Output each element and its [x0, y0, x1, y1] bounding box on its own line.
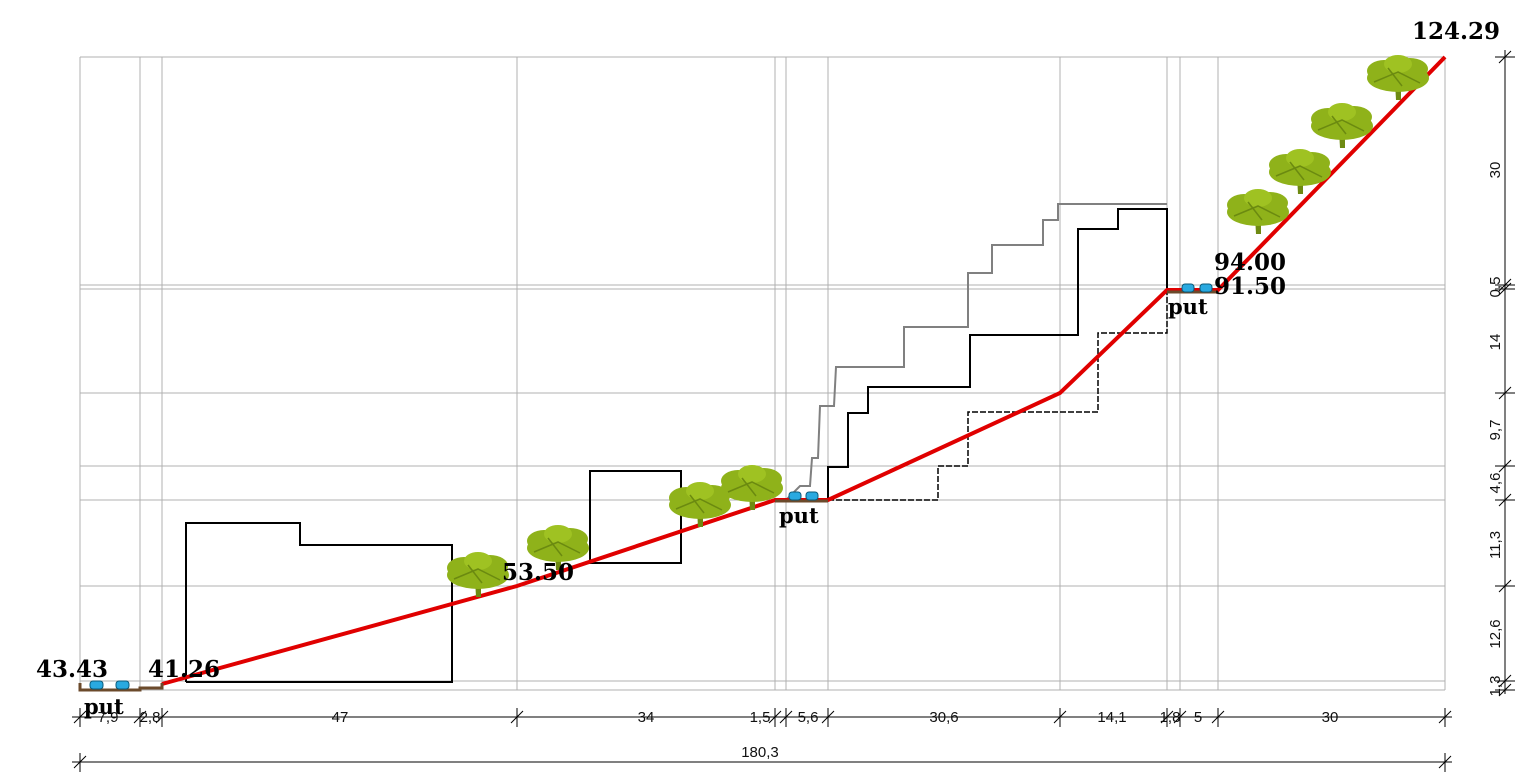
side-dimension-label: 12,6: [1487, 619, 1504, 648]
bottom-dimension-label: 7,9: [98, 709, 119, 726]
tree-icon: [1269, 149, 1331, 194]
bottom-dimension-label: 5: [1194, 709, 1202, 726]
terrain-line: [161, 55, 1447, 686]
road-label-right: put: [1168, 294, 1208, 319]
side-dimension-label: 11,3: [1487, 531, 1504, 559]
tree-icons: [447, 55, 1429, 597]
car-icon: [788, 491, 819, 501]
car-icon: [1181, 283, 1213, 293]
side-dimension-label: 14: [1487, 334, 1504, 351]
side-dimension-ticks: [1495, 50, 1515, 697]
building-outline-left: [185, 522, 453, 683]
tree-icon: [447, 552, 509, 597]
grid-lines: [79, 56, 1446, 691]
side-dimension-label: 0,5: [1487, 277, 1504, 298]
car-icon: [89, 680, 130, 690]
bottom-dimension-label: 30: [1322, 709, 1339, 726]
building-outline-middle: [589, 470, 682, 564]
upper-building-outline: [785, 203, 1167, 501]
building-dashed-right: [828, 290, 1168, 501]
tree-icon: [721, 465, 783, 510]
bottom-dimension-line: [72, 716, 1452, 763]
building-outline-upper: [827, 208, 1168, 500]
elevation-top: 124.29: [1412, 18, 1500, 45]
road-label-middle: put: [779, 503, 819, 528]
bottom-dimension-ticks: [73, 708, 1452, 772]
bottom-dimension-label: 1,8: [1160, 709, 1181, 726]
elevation-left-outer: 43.43: [36, 656, 108, 683]
bottom-dimension-label: 5,6: [798, 709, 819, 726]
elevation-left-inner: 41.26: [148, 656, 220, 683]
elevation-mid: 53.50: [502, 559, 574, 586]
bottom-dimension-label: 1,5: [750, 709, 771, 726]
side-dimension-label: 1,3: [1487, 676, 1504, 697]
side-dimension-label: 30: [1487, 162, 1504, 179]
road-left: [78, 683, 164, 692]
bottom-dimension-labels: 7,9 2,8 47 34 1,5 5,6 30,6 14,1 1,8 5 30: [98, 709, 1339, 726]
total-dimension: 180,3: [741, 744, 779, 761]
bottom-dimension-label: 14,1: [1097, 709, 1126, 726]
bottom-dimension-label: 2,8: [140, 709, 161, 726]
road-label-left: put: [84, 694, 124, 719]
bottom-dimension-label: 30,6: [929, 709, 958, 726]
elevation-right-upper: 94.00: [1214, 249, 1286, 276]
side-dimension-label: 9,7: [1487, 420, 1504, 441]
tree-icon: [669, 482, 731, 527]
tree-icon: [1367, 55, 1429, 100]
elevation-right-lower: 91.50: [1214, 273, 1286, 300]
bottom-dimension-label: 47: [332, 709, 349, 726]
tree-icon: [1311, 103, 1373, 148]
side-dimension-labels: 1,3 12,6 11,3 4,6 9,7 14 0,5 30: [1487, 162, 1504, 697]
tree-icon: [1227, 189, 1289, 234]
bottom-dimension-label: 34: [638, 709, 655, 726]
side-dimension-label: 4,6: [1487, 473, 1504, 494]
tree-icon: [527, 525, 589, 570]
